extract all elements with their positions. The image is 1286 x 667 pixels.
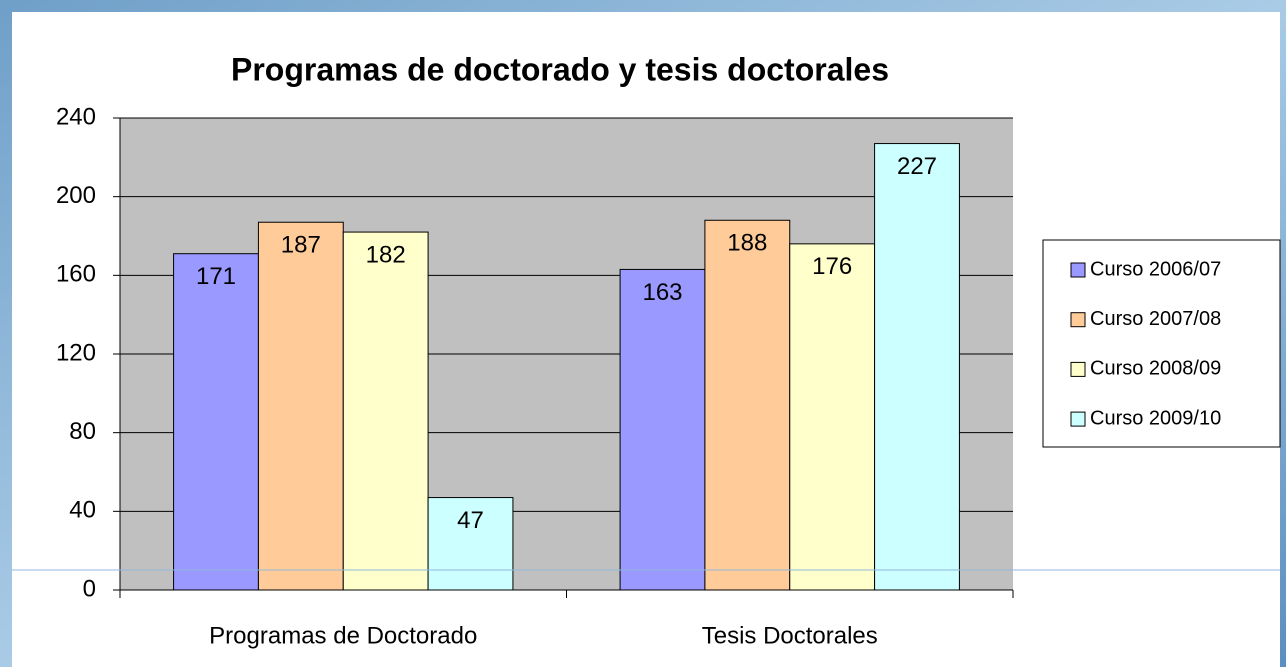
legend-swatch xyxy=(1070,312,1086,328)
data-label: 47 xyxy=(457,507,484,534)
data-label: 227 xyxy=(897,153,937,180)
y-tick-label: 240 xyxy=(56,103,96,130)
bar xyxy=(427,497,514,591)
bar xyxy=(874,143,960,591)
x-tick-label: Tesis Doctorales xyxy=(702,622,878,649)
data-label: 188 xyxy=(727,230,767,257)
legend-swatch xyxy=(1070,411,1086,427)
y-tick-label: 160 xyxy=(56,261,96,288)
y-tick-label: 0 xyxy=(83,575,96,602)
chart-title: Programas de doctorado y tesis doctorale… xyxy=(231,51,889,87)
bar xyxy=(704,219,791,591)
data-label: 182 xyxy=(366,241,406,268)
data-label: 163 xyxy=(642,279,682,306)
bar xyxy=(257,221,344,591)
data-label: 187 xyxy=(281,232,321,259)
bar xyxy=(619,268,706,591)
x-tick-label: Programas de Doctorado xyxy=(209,622,477,649)
y-tick-label: 200 xyxy=(56,182,96,209)
data-label: 171 xyxy=(196,263,236,290)
legend-label: Curso 2006/07 xyxy=(1090,258,1221,280)
legend-label: Curso 2008/09 xyxy=(1090,358,1221,380)
data-label: 176 xyxy=(812,253,852,280)
legend-swatch xyxy=(1070,262,1086,278)
legend-label: Curso 2009/10 xyxy=(1090,407,1221,429)
bar xyxy=(789,243,876,591)
y-tick-label: 40 xyxy=(69,497,96,524)
y-tick-label: 80 xyxy=(69,418,96,445)
bar xyxy=(173,253,259,591)
y-tick-label: 120 xyxy=(56,339,96,366)
legend-swatch xyxy=(1070,361,1086,377)
bar xyxy=(342,231,429,591)
legend-label: Curso 2007/08 xyxy=(1090,308,1221,330)
